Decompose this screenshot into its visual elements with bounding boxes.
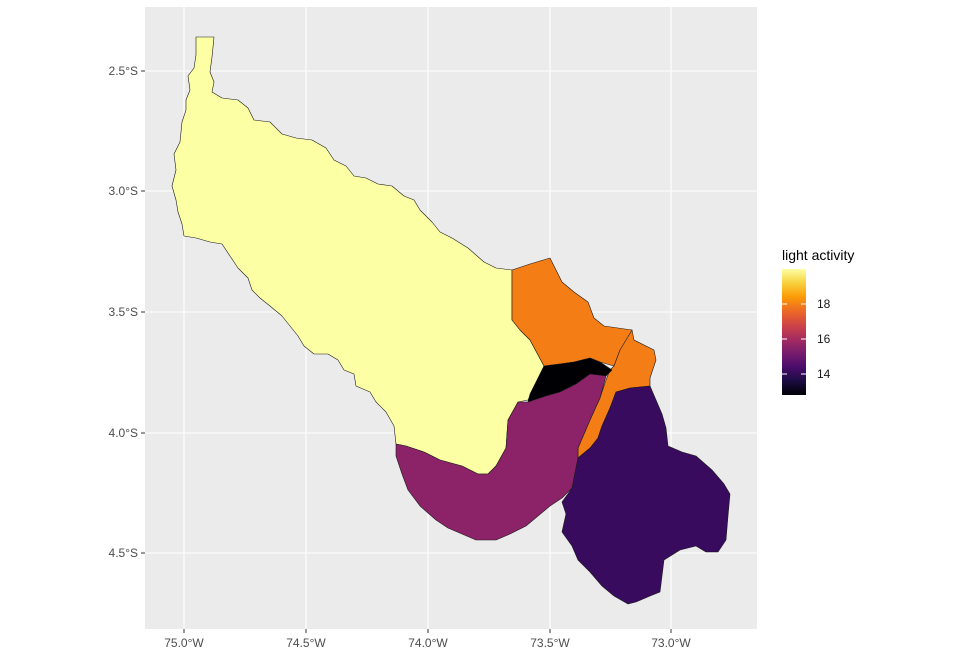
y-axis: 2.5°S 3.0°S 3.5°S 4.0°S 4.5°S — [109, 64, 145, 560]
x-tick-label: 73.5°W — [530, 636, 570, 650]
y-tick-label: 2.5°S — [109, 64, 138, 78]
x-axis: 75.0°W 74.5°W 74.0°W 73.5°W 73.0°W — [164, 629, 691, 650]
map-regions — [171, 36, 731, 605]
legend-colorbar — [782, 269, 806, 395]
legend-tick-label: 16 — [817, 332, 831, 346]
x-tick-label: 74.0°W — [408, 636, 448, 650]
x-tick-label: 73.0°W — [651, 636, 691, 650]
y-tick-label: 4.0°S — [109, 426, 138, 440]
legend-tick-label: 14 — [817, 367, 831, 381]
region-south — [395, 373, 607, 541]
region-southeast — [561, 385, 731, 605]
y-tick-label: 3.5°S — [109, 305, 138, 319]
legend: light activity 18 16 14 — [782, 247, 854, 395]
legend-title: light activity — [782, 247, 854, 263]
x-tick-label: 75.0°W — [164, 636, 204, 650]
legend-tick-label: 18 — [817, 297, 831, 311]
x-tick-label: 74.5°W — [286, 636, 326, 650]
legend-ticks: 18 16 14 — [782, 297, 831, 381]
y-tick-label: 3.0°S — [109, 184, 138, 198]
y-tick-label: 4.5°S — [109, 546, 138, 560]
